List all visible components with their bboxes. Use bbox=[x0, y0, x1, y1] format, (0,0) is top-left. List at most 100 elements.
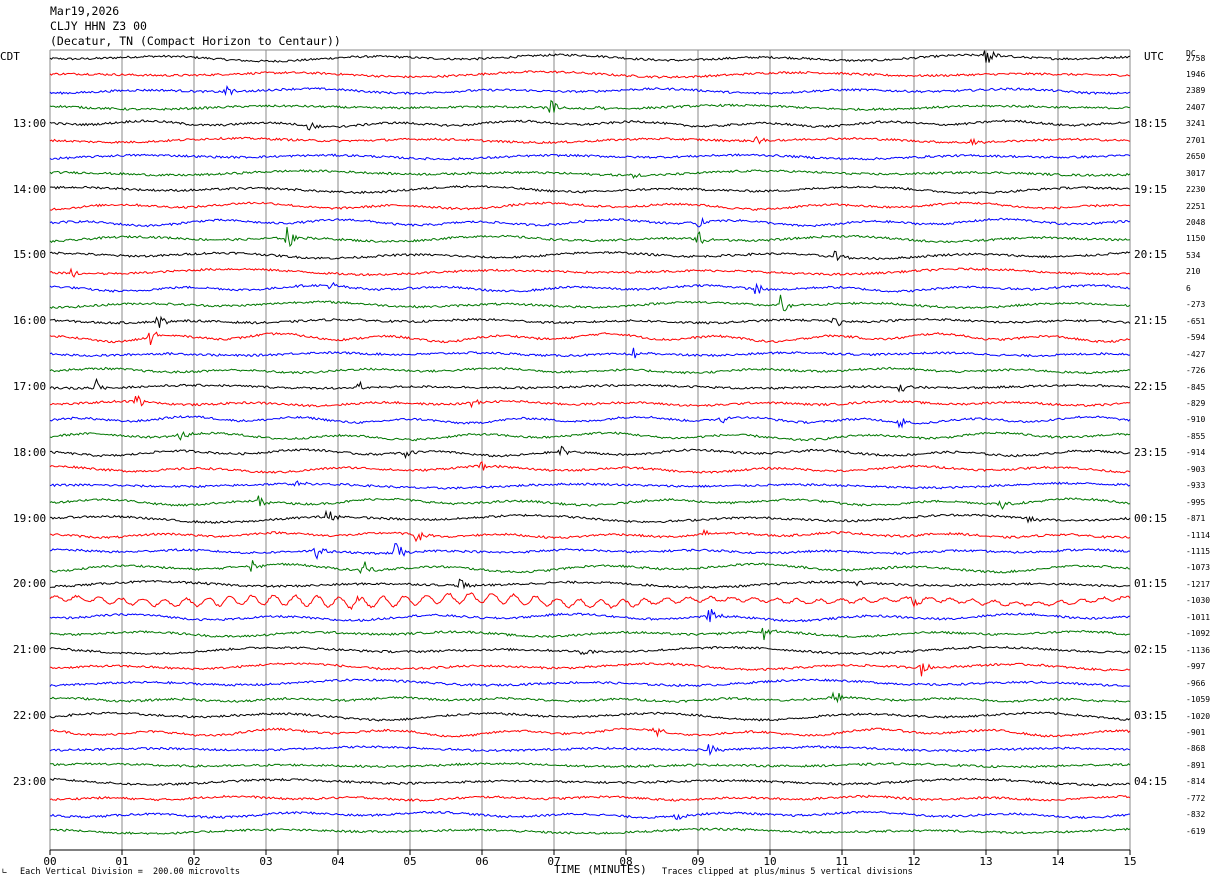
dc-offset-label: -427 bbox=[1186, 349, 1206, 359]
dc-offset-label: -901 bbox=[1186, 727, 1206, 737]
trace-row-1 bbox=[49, 70, 1131, 79]
right-timezone-label: UTC bbox=[1144, 50, 1164, 63]
dc-offset-label: 2251 bbox=[1186, 201, 1206, 211]
trace-row-17 bbox=[49, 331, 1130, 346]
dc-offset-label: -619 bbox=[1186, 826, 1206, 836]
dc-offset-label: -1115 bbox=[1186, 547, 1210, 556]
dc-offset-label: -966 bbox=[1186, 678, 1206, 688]
trace-row-9 bbox=[49, 201, 1131, 211]
dc-offset-label: -933 bbox=[1186, 481, 1206, 491]
x-tick-label-02: 02 bbox=[187, 855, 200, 868]
right-time-label: 19:15 bbox=[1134, 182, 1168, 196]
dc-offset-label: -1136 bbox=[1186, 645, 1210, 655]
right-time-label: 21:15 bbox=[1134, 314, 1168, 328]
x-tick-label-01: 01 bbox=[115, 855, 128, 868]
dc-offset-label: -871 bbox=[1186, 514, 1206, 524]
trace-row-10 bbox=[49, 216, 1131, 228]
dc-offset-label: 2758 bbox=[1186, 53, 1206, 63]
trace-row-33 bbox=[49, 592, 1131, 611]
vertical-division-note: Each Vertical Division = 200.00 microvol… bbox=[20, 867, 241, 877]
dc-offset-label: 3241 bbox=[1186, 119, 1206, 129]
dc-offset-label: 210 bbox=[1186, 267, 1201, 277]
x-tick-label-04: 04 bbox=[331, 855, 345, 868]
dc-offset-label: -1030 bbox=[1186, 596, 1210, 606]
scale-icon: ∟ bbox=[2, 867, 8, 877]
dc-label: DC bbox=[1186, 49, 1196, 58]
dc-offset-label: -1217 bbox=[1186, 579, 1210, 589]
dc-offset-label: 3017 bbox=[1186, 168, 1206, 178]
trace-row-5 bbox=[49, 135, 1131, 147]
x-tick-label-15: 15 bbox=[1123, 855, 1136, 868]
time-axis: 00 01 02 03 04 05 06 07 08 09 10 11 12 13 14 15 bbox=[43, 849, 1137, 868]
trace-row-16 bbox=[49, 315, 1131, 328]
trace-row-35 bbox=[49, 627, 1131, 641]
left-time-label: 13:00 bbox=[13, 116, 47, 130]
right-time-label: 03:15 bbox=[1134, 709, 1168, 722]
dc-offset-label: -997 bbox=[1186, 662, 1206, 672]
trace-row-12 bbox=[49, 250, 1131, 262]
dc-offset-label: -845 bbox=[1186, 382, 1206, 392]
x-tick-label-00: 00 bbox=[43, 855, 56, 868]
trace-row-40 bbox=[49, 711, 1131, 722]
trace-row-31 bbox=[49, 560, 1131, 575]
dc-offset-label: -594 bbox=[1186, 333, 1206, 343]
dc-offset-label: -772 bbox=[1186, 793, 1206, 803]
dc-offset-label: 6 bbox=[1186, 283, 1191, 293]
dc-offset-label: 2701 bbox=[1186, 135, 1206, 145]
trace-row-34 bbox=[49, 609, 1131, 623]
dc-offset-label: -726 bbox=[1186, 366, 1206, 376]
clipping-note: Traces clipped at plus/minus 5 vertical … bbox=[662, 867, 913, 877]
dc-offset-label: -914 bbox=[1186, 448, 1206, 458]
left-time-label: 22:00 bbox=[13, 709, 47, 722]
seismic-traces bbox=[49, 50, 1131, 836]
dc-offset-label: -1092 bbox=[1186, 629, 1210, 639]
trace-row-4 bbox=[49, 119, 1131, 131]
trace-row-41 bbox=[49, 727, 1131, 738]
dc-offset-label: 2407 bbox=[1186, 102, 1206, 112]
dc-offset-label: -995 bbox=[1186, 497, 1206, 507]
header-location: (Decatur, TN (Compact Horizon to Centaur… bbox=[50, 34, 341, 48]
trace-row-36 bbox=[49, 645, 1131, 656]
right-time-label: 02:15 bbox=[1134, 643, 1168, 657]
right-time-label: 00:15 bbox=[1134, 511, 1168, 525]
dc-offset-label: 1946 bbox=[1186, 69, 1206, 79]
x-tick-label-09: 09 bbox=[691, 855, 704, 868]
trace-row-38 bbox=[49, 678, 1131, 688]
trace-row-42 bbox=[49, 744, 1131, 757]
trace-row-19 bbox=[49, 366, 1131, 375]
dc-offset-label: -1011 bbox=[1186, 612, 1210, 622]
dc-offset-label: 534 bbox=[1186, 250, 1201, 260]
dc-offset-label: -1114 bbox=[1186, 530, 1210, 540]
trace-row-32 bbox=[49, 578, 1130, 590]
dc-offset-label: 2389 bbox=[1186, 86, 1206, 96]
x-tick-label-12: 12 bbox=[907, 855, 920, 868]
right-time-label: 18:15 bbox=[1134, 116, 1168, 130]
dc-offset-label: -855 bbox=[1186, 431, 1206, 441]
right-time-label: 20:15 bbox=[1134, 248, 1168, 262]
right-time-label: 01:15 bbox=[1134, 577, 1168, 591]
right-time-label: 04:15 bbox=[1134, 774, 1168, 788]
x-tick-label-13: 13 bbox=[979, 855, 992, 868]
left-time-label: 19:00 bbox=[13, 511, 47, 525]
trace-row-0 bbox=[49, 50, 1131, 63]
right-time-label: 23:15 bbox=[1134, 445, 1168, 459]
header-station: CLJY HHN Z3 00 bbox=[50, 19, 147, 33]
trace-row-6 bbox=[49, 153, 1131, 161]
trace-row-22 bbox=[49, 415, 1131, 429]
x-tick-label-14: 14 bbox=[1051, 855, 1065, 868]
dc-offset-label: -868 bbox=[1186, 744, 1206, 754]
dc-offset-label: 1150 bbox=[1186, 234, 1206, 244]
dc-offset-label: -1020 bbox=[1186, 711, 1210, 721]
left-time-label: 21:00 bbox=[13, 643, 47, 657]
trace-row-24 bbox=[49, 445, 1131, 460]
dc-offset-label: -891 bbox=[1186, 760, 1206, 770]
trace-row-23 bbox=[49, 431, 1131, 442]
dc-offset-label: -832 bbox=[1186, 810, 1206, 820]
dc-offset-label: -829 bbox=[1186, 398, 1206, 408]
x-tick-label-08: 08 bbox=[619, 855, 632, 868]
trace-row-25 bbox=[49, 460, 1131, 474]
left-time-label: 14:00 bbox=[13, 182, 47, 196]
trace-row-14 bbox=[49, 281, 1131, 295]
dc-offset-label: 2230 bbox=[1186, 185, 1206, 195]
